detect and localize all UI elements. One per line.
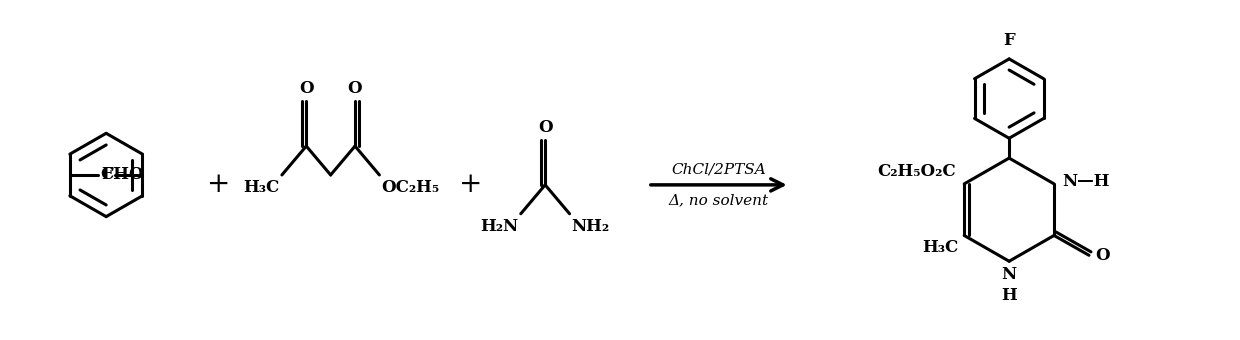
Text: CHO: CHO	[99, 167, 144, 184]
Text: ChCl/2PTSA: ChCl/2PTSA	[671, 163, 766, 177]
Text: NH₂: NH₂	[572, 218, 610, 235]
Text: H: H	[1001, 287, 1017, 304]
Text: +: +	[459, 171, 482, 198]
Text: O: O	[1095, 247, 1110, 264]
Text: H₃C: H₃C	[923, 239, 959, 256]
Text: +: +	[207, 171, 231, 198]
Text: F: F	[1003, 32, 1016, 49]
Text: H₂N: H₂N	[481, 218, 518, 235]
Text: OC₂H₅: OC₂H₅	[382, 179, 439, 196]
Text: C₂H₅O₂C: C₂H₅O₂C	[878, 163, 956, 180]
Text: Δ, no solvent: Δ, no solvent	[668, 193, 769, 207]
Text: N: N	[1002, 266, 1017, 283]
Text: N—H: N—H	[1061, 173, 1110, 190]
Text: F: F	[100, 167, 113, 184]
Text: O: O	[299, 81, 314, 98]
Text: O: O	[347, 81, 362, 98]
Text: O: O	[538, 119, 553, 136]
Text: H₃C: H₃C	[244, 179, 280, 196]
